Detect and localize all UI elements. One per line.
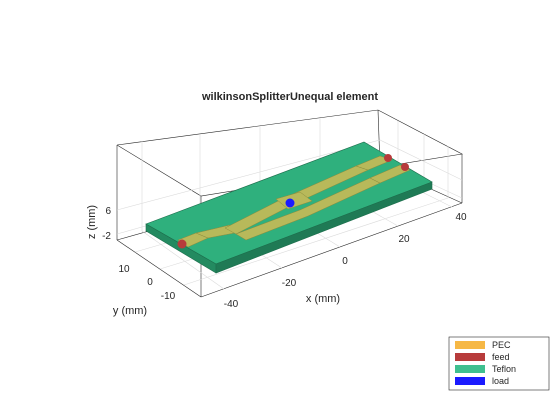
x-tick-labels: -40 -20 0 20 40 bbox=[224, 212, 467, 310]
figure-title: wilkinsonSplitterUnequal element bbox=[201, 91, 378, 103]
y-tick-label: -10 bbox=[161, 291, 176, 302]
legend-label-feed: feed bbox=[492, 352, 510, 362]
upper-output bbox=[355, 155, 393, 171]
y-tick-label: 0 bbox=[147, 277, 153, 288]
legend-swatch-feed bbox=[455, 353, 485, 361]
load-resistor bbox=[285, 198, 295, 208]
legend-label-teflon: Teflon bbox=[492, 364, 516, 374]
x-tick-label: 20 bbox=[398, 234, 410, 245]
x-axis-line bbox=[200, 202, 463, 298]
grid-x-1 bbox=[141, 230, 225, 290]
x-axis-label: x (mm) bbox=[306, 293, 340, 305]
grid-y-3 bbox=[183, 197, 449, 286]
legend: PEC feed Teflon load bbox=[448, 336, 550, 391]
legend-label-pec: PEC bbox=[492, 340, 511, 350]
x-tick-label: 40 bbox=[455, 212, 467, 223]
x-tick-label: -20 bbox=[282, 278, 297, 289]
z-tick-label: 6 bbox=[105, 206, 111, 217]
ports bbox=[177, 154, 409, 249]
y-tick-labels: 10 0 -10 bbox=[118, 264, 175, 302]
z-tick-labels: 6 -2 bbox=[102, 206, 111, 242]
feed-port-input bbox=[177, 239, 187, 249]
y-axis-line bbox=[116, 239, 202, 298]
z-tick-label: -2 bbox=[102, 231, 111, 242]
substrate-side-right bbox=[215, 181, 433, 274]
feed-port-output-2 bbox=[401, 163, 409, 171]
y-tick-label: 10 bbox=[118, 264, 130, 275]
legend-swatch-pec bbox=[455, 341, 485, 349]
conductor-traces bbox=[177, 155, 411, 248]
junction-pad bbox=[275, 191, 313, 210]
legend-swatch-load bbox=[455, 377, 485, 385]
legend-swatch-teflon bbox=[455, 365, 485, 373]
z-axis-label: z (mm) bbox=[86, 205, 98, 239]
x-tick-label: 0 bbox=[342, 256, 348, 267]
grid-z-1 bbox=[116, 139, 463, 211]
legend-label-load: load bbox=[492, 376, 509, 386]
y-axis-label: y (mm) bbox=[113, 305, 147, 317]
lower-output bbox=[369, 164, 411, 184]
feed-port-output-1 bbox=[384, 154, 392, 162]
x-tick-label: -40 bbox=[224, 299, 239, 310]
